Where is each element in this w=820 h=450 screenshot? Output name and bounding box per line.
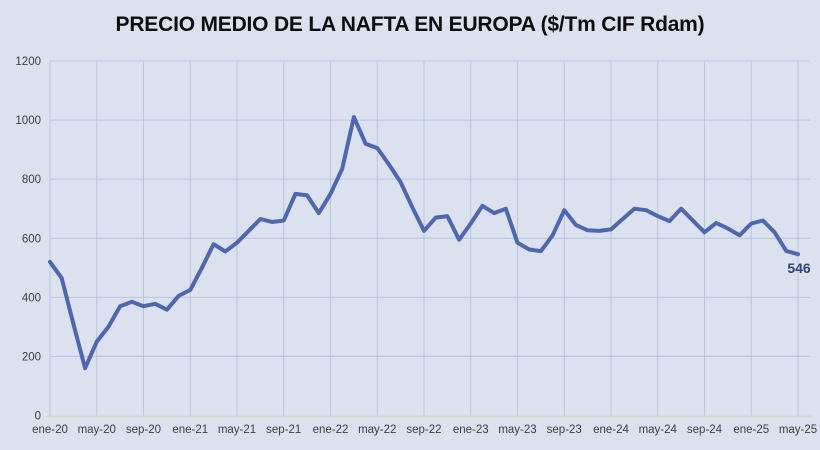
y-tick-label: 1200 xyxy=(15,56,41,68)
x-tick-label: ene-20 xyxy=(32,424,68,436)
x-tick-label: sep-23 xyxy=(547,424,582,436)
x-tick-label: may-25 xyxy=(779,424,817,436)
x-tick-label: sep-20 xyxy=(126,424,161,436)
y-tick-label: 200 xyxy=(22,351,41,363)
x-tick-label: may-22 xyxy=(358,424,396,436)
y-tick-label: 1000 xyxy=(15,115,41,127)
x-tick-label: ene-22 xyxy=(313,424,349,436)
y-tick-label: 600 xyxy=(22,233,41,245)
x-tick-label: sep-24 xyxy=(687,424,723,436)
x-tick-label: may-23 xyxy=(498,424,536,436)
price-line xyxy=(48,115,800,371)
x-tick-label: may-21 xyxy=(218,424,256,436)
chart-title: PRECIO MEDIO DE LA NAFTA EN EUROPA ($/Tm… xyxy=(115,13,705,36)
x-tick-label: ene-24 xyxy=(593,424,629,436)
end-value-label: 546 xyxy=(787,260,811,276)
x-tick-label: sep-22 xyxy=(406,424,441,436)
x-tick-label: ene-21 xyxy=(172,424,208,436)
x-tick-label: ene-23 xyxy=(453,424,489,436)
y-tick-label: 800 xyxy=(22,174,41,186)
x-tick-label: sep-21 xyxy=(266,424,301,436)
y-tick-label: 400 xyxy=(22,292,41,304)
x-tick-label: may-24 xyxy=(639,424,678,436)
x-tick-label: may-20 xyxy=(78,424,116,436)
x-tick-label: ene-25 xyxy=(733,424,769,436)
y-tick-label: 0 xyxy=(35,411,41,423)
